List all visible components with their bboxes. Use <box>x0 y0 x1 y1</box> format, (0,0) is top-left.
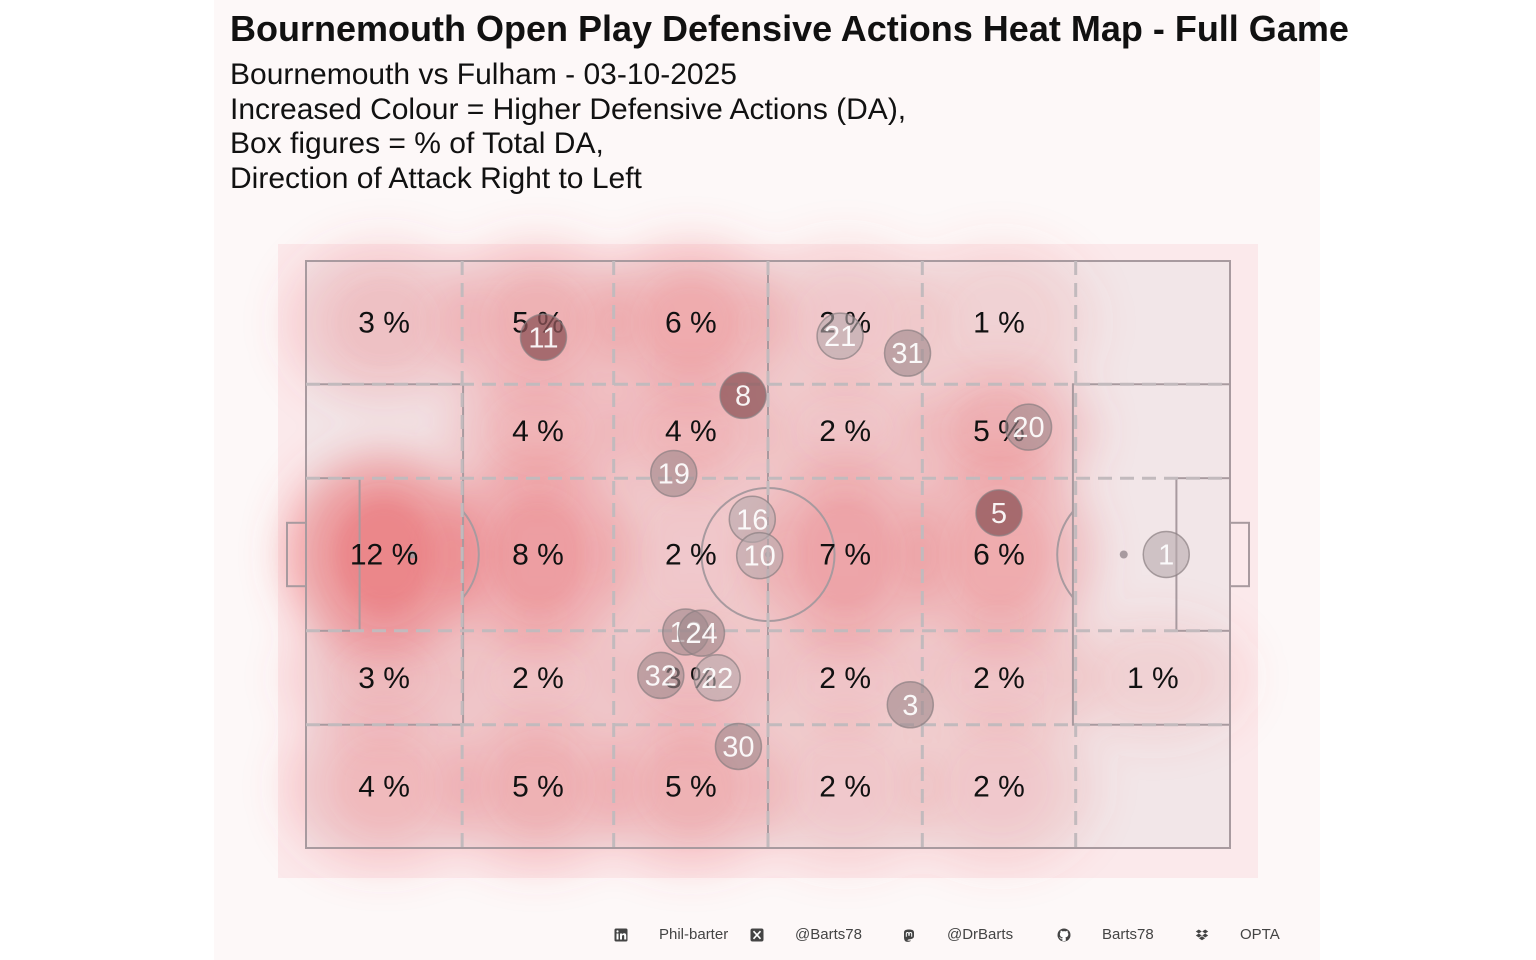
left-penalty-spot <box>408 550 417 559</box>
right-penalty-spot <box>1119 550 1128 559</box>
zone-label: 2 % <box>973 662 1025 695</box>
player-number-label: 11 <box>528 322 558 354</box>
player-marker <box>1004 403 1053 451</box>
player-marker <box>883 329 932 377</box>
zone-label: 2 % <box>819 662 871 695</box>
zone-label: 7 % <box>819 539 871 572</box>
zone-label: 1 % <box>973 307 1025 340</box>
player-marker <box>650 449 698 498</box>
heat-core <box>949 496 1049 613</box>
heat-core <box>949 739 1049 834</box>
player-number-label: 10 <box>744 541 776 573</box>
dropbox-icon[interactable] <box>1195 928 1209 942</box>
heat-core <box>334 275 435 370</box>
player-number-label: 32 <box>645 660 677 692</box>
heat-core <box>489 395 587 467</box>
heat-core <box>334 739 435 834</box>
footer: Phil-barter @Barts78 @DrBarts Barts78 OP… <box>0 924 1536 948</box>
heat-blob <box>1057 616 1249 739</box>
subtitle-line-3: Box figures = % of Total DA, <box>230 127 604 160</box>
left-goal <box>286 521 307 588</box>
subtitle-line-2: Increased Colour = Higher Defensive Acti… <box>230 93 907 126</box>
zone-label: 2 % <box>512 662 564 695</box>
player-number-label: 21 <box>824 321 856 353</box>
heat-layer <box>287 242 1249 867</box>
player-marker <box>735 531 784 580</box>
heat-core <box>795 395 895 467</box>
player-number-label: 22 <box>701 663 733 695</box>
zone-label: 4 % <box>358 770 410 803</box>
footer-github-text[interactable]: Barts78 <box>1102 926 1154 943</box>
heat-core <box>641 496 741 613</box>
player-number-label: 16 <box>736 504 768 536</box>
player-number-label: 5 <box>991 498 1007 530</box>
player-number-label: 24 <box>685 618 717 650</box>
heat-core <box>795 739 895 834</box>
player-markers: 1121318201951611012243222330 <box>519 312 1190 771</box>
zone-label: 3 % <box>358 307 410 340</box>
player-marker <box>816 312 864 360</box>
heat-core <box>641 395 741 467</box>
right-penalty-arc <box>1056 510 1074 599</box>
player-number-label: 30 <box>722 731 754 763</box>
heat-core <box>489 739 587 834</box>
footer-dropbox-text[interactable]: OPTA <box>1240 926 1280 943</box>
heat-core <box>949 642 1049 714</box>
heat-core <box>641 275 741 370</box>
zone-label: 2 % <box>973 770 1025 803</box>
footer-x-text[interactable]: @Barts78 <box>795 926 862 943</box>
left-penalty-arc <box>462 510 480 599</box>
player-marker <box>519 313 568 362</box>
heat-core <box>795 496 895 613</box>
heat-core <box>334 642 435 714</box>
subtitle-line-4: Direction of Attack Right to Left <box>230 162 642 195</box>
heat-core <box>795 642 895 714</box>
player-marker <box>714 722 763 771</box>
heat-blob <box>903 242 1095 403</box>
subtitle-line-1: Bournemouth vs Fulham - 03-10-2025 <box>230 58 737 91</box>
player-marker <box>1142 530 1190 579</box>
zone-label: 8 % <box>512 539 564 572</box>
player-number-label: 19 <box>658 458 690 490</box>
zone-label: 2 % <box>819 770 871 803</box>
player-number-label: 1 <box>1158 540 1174 572</box>
pitch-markings <box>286 260 1250 849</box>
player-marker <box>886 681 935 729</box>
zone-label: 5 % <box>665 770 717 803</box>
zone-label: 2 % <box>819 415 871 448</box>
player-marker <box>677 609 726 657</box>
player-number-label: 3 <box>902 690 918 722</box>
player-number-label: 20 <box>1012 412 1044 444</box>
player-marker <box>637 651 685 700</box>
player-marker <box>693 654 741 702</box>
player-number-label: 31 <box>891 338 923 370</box>
zone-label: 6 % <box>665 307 717 340</box>
linkedin-icon[interactable] <box>614 928 628 942</box>
zone-label: 5 % <box>512 770 564 803</box>
player-marker <box>719 371 767 420</box>
heat-core <box>489 496 587 613</box>
heat-core <box>489 642 587 714</box>
zone-label: 3 % <box>358 662 410 695</box>
zone-label: 2 % <box>665 539 717 572</box>
zone-label: 12 % <box>350 539 418 572</box>
zone-label: 6 % <box>973 539 1025 572</box>
chart-title: Bournemouth Open Play Defensive Actions … <box>230 8 1349 49</box>
footer-mastodon-text[interactable]: @DrBarts <box>947 926 1014 943</box>
x-icon[interactable] <box>750 928 764 942</box>
player-number-label: 8 <box>735 380 751 412</box>
zone-label: 4 % <box>512 415 564 448</box>
right-goal <box>1229 521 1250 588</box>
footer-linkedin-text[interactable]: Phil-barter <box>659 926 729 943</box>
player-marker <box>975 489 1023 537</box>
heat-core-layer <box>334 275 1049 834</box>
mastodon-icon[interactable] <box>902 928 916 942</box>
github-icon[interactable] <box>1057 928 1071 942</box>
zone-label: 4 % <box>665 415 717 448</box>
heat-core <box>641 739 741 834</box>
zone-label: 1 % <box>1127 662 1179 695</box>
